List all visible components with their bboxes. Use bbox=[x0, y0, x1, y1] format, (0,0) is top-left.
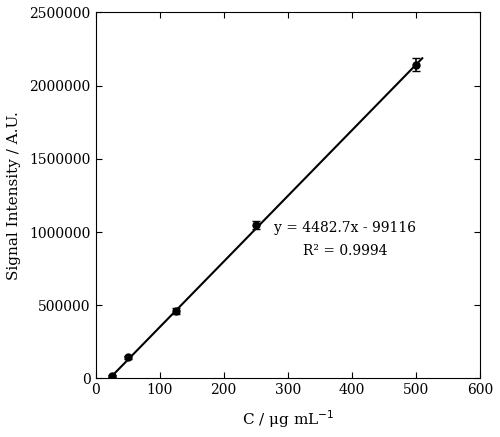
X-axis label: C / $\mathregular{\mu}$g mL$^{-1}$: C / $\mathregular{\mu}$g mL$^{-1}$ bbox=[242, 408, 334, 430]
Text: y = 4482.7x - 99116
R² = 0.9994: y = 4482.7x - 99116 R² = 0.9994 bbox=[274, 221, 416, 258]
Y-axis label: Signal Intensity / A.U.: Signal Intensity / A.U. bbox=[7, 111, 21, 280]
